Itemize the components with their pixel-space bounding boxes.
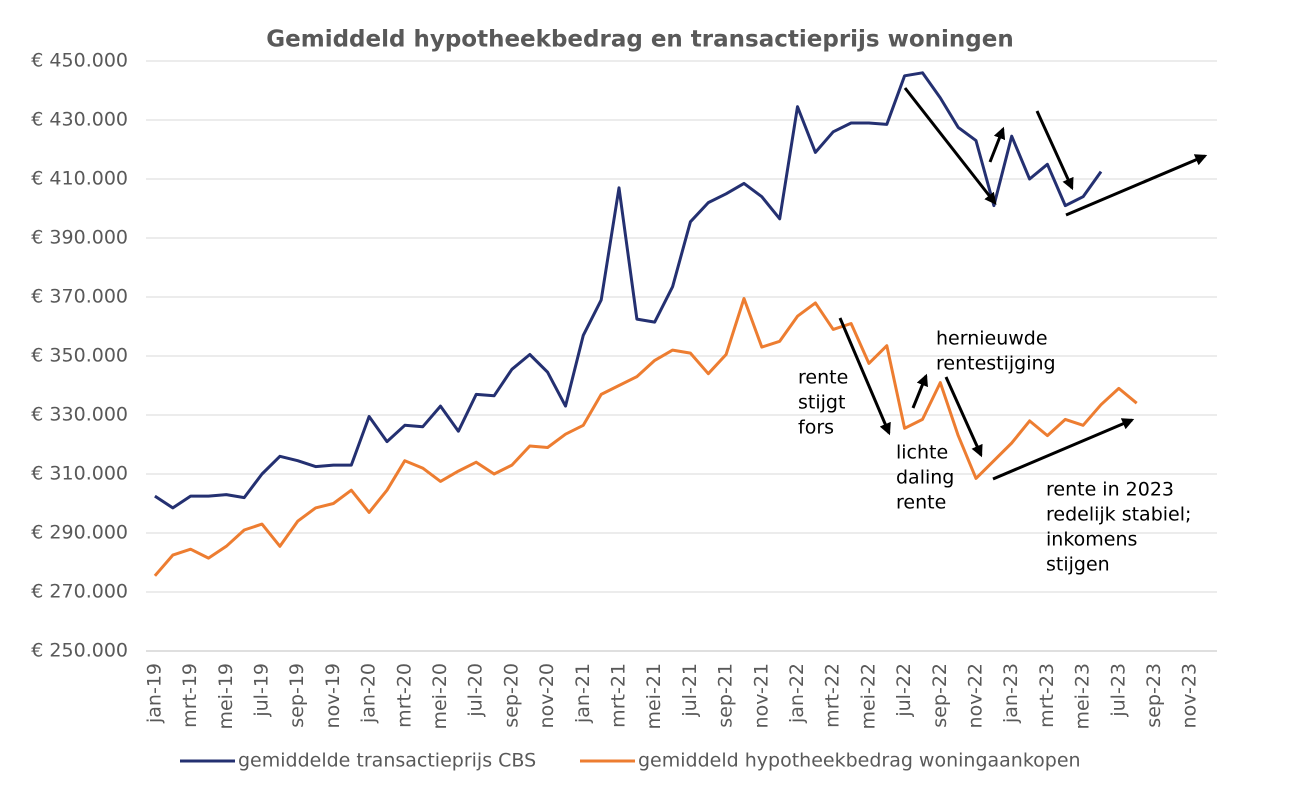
y-tick-label: € 370.000 — [31, 286, 128, 308]
series-line — [154, 71, 1103, 510]
y-tick-label: € 310.000 — [31, 463, 128, 485]
x-tick-label: nov-22 — [965, 663, 987, 728]
x-tick-label: mei-22 — [857, 663, 879, 730]
annotation: rente — [798, 367, 848, 389]
annotation: hernieuwde — [936, 328, 1048, 350]
y-tick-label: € 270.000 — [31, 581, 128, 603]
annotation: rente in 2023 — [1046, 479, 1174, 501]
arrows — [838, 87, 1208, 481]
arrow — [988, 126, 1006, 163]
x-tick-label: jul-19 — [251, 663, 273, 718]
x-tick-label: jul-22 — [893, 663, 915, 718]
x-tick-label: jan-20 — [358, 663, 380, 724]
annotation: inkomens — [1046, 529, 1137, 551]
x-tick-label: mei-20 — [429, 663, 451, 730]
x-tick-label: sep-21 — [715, 663, 737, 728]
y-tick-label: € 390.000 — [31, 227, 128, 249]
x-tick-label: jan-21 — [572, 663, 594, 724]
series-line — [153, 297, 1138, 577]
y-tick-label: € 350.000 — [31, 345, 128, 367]
x-tick-label: jul-23 — [1107, 663, 1129, 718]
x-tick-label: mrt-21 — [608, 663, 630, 728]
x-tick-label: mrt-23 — [1036, 663, 1058, 728]
arrow — [944, 376, 983, 458]
annotation: stijgt — [798, 392, 845, 414]
annotation: rente — [896, 492, 946, 514]
x-tick-label: nov-20 — [536, 663, 558, 728]
y-tick-label: € 430.000 — [31, 109, 128, 131]
y-tick-label: € 290.000 — [31, 522, 128, 544]
x-tick-label: mei-21 — [643, 663, 665, 730]
x-tick-label: sep-20 — [500, 663, 522, 728]
x-tick-label: mrt-20 — [393, 663, 415, 728]
annotation: rentestijging — [936, 353, 1056, 375]
annotation: lichte — [896, 442, 948, 464]
arrow — [1065, 154, 1208, 217]
x-tick-label: nov-21 — [750, 663, 772, 728]
x-tick-label: sep-22 — [929, 663, 951, 728]
arrow — [911, 373, 928, 409]
x-tick-label: sep-19 — [286, 663, 308, 728]
y-tick-label: € 330.000 — [31, 404, 128, 426]
arrow — [838, 317, 891, 436]
x-tick-label: nov-19 — [322, 663, 344, 728]
annotation: stijgen — [1046, 554, 1110, 576]
x-tick-label: jan-22 — [786, 663, 808, 724]
annotation: redelijk stabiel; — [1046, 504, 1191, 526]
y-tick-label: € 250.000 — [31, 640, 128, 662]
y-tick-label: € 410.000 — [31, 168, 128, 190]
x-tick-label: jul-21 — [679, 663, 701, 718]
x-tick-label: jan-19 — [143, 663, 165, 724]
x-tick-label: sep-23 — [1143, 663, 1165, 728]
x-tick-label: jul-20 — [465, 663, 487, 718]
annotation: fors — [798, 417, 834, 439]
x-tick-label: mei-19 — [215, 663, 237, 730]
arrow — [992, 418, 1135, 481]
x-tick-label: mrt-19 — [179, 663, 201, 728]
legend-label: gemiddeld hypotheekbedrag woningaankopen — [638, 750, 1081, 772]
y-tick-label: € 450.000 — [31, 50, 128, 72]
chart-title: Gemiddeld hypotheekbedrag en transactiep… — [266, 27, 1014, 53]
x-tick-label: mrt-22 — [822, 663, 844, 728]
x-tick-label: jan-23 — [1000, 663, 1022, 724]
legend-label: gemiddelde transactieprijs CBS — [238, 750, 536, 772]
annotation: daling — [896, 467, 954, 489]
arrow — [903, 87, 997, 205]
x-tick-label: nov-23 — [1179, 663, 1201, 728]
x-tick-label: mei-23 — [1072, 663, 1094, 730]
arrow — [1035, 110, 1074, 191]
